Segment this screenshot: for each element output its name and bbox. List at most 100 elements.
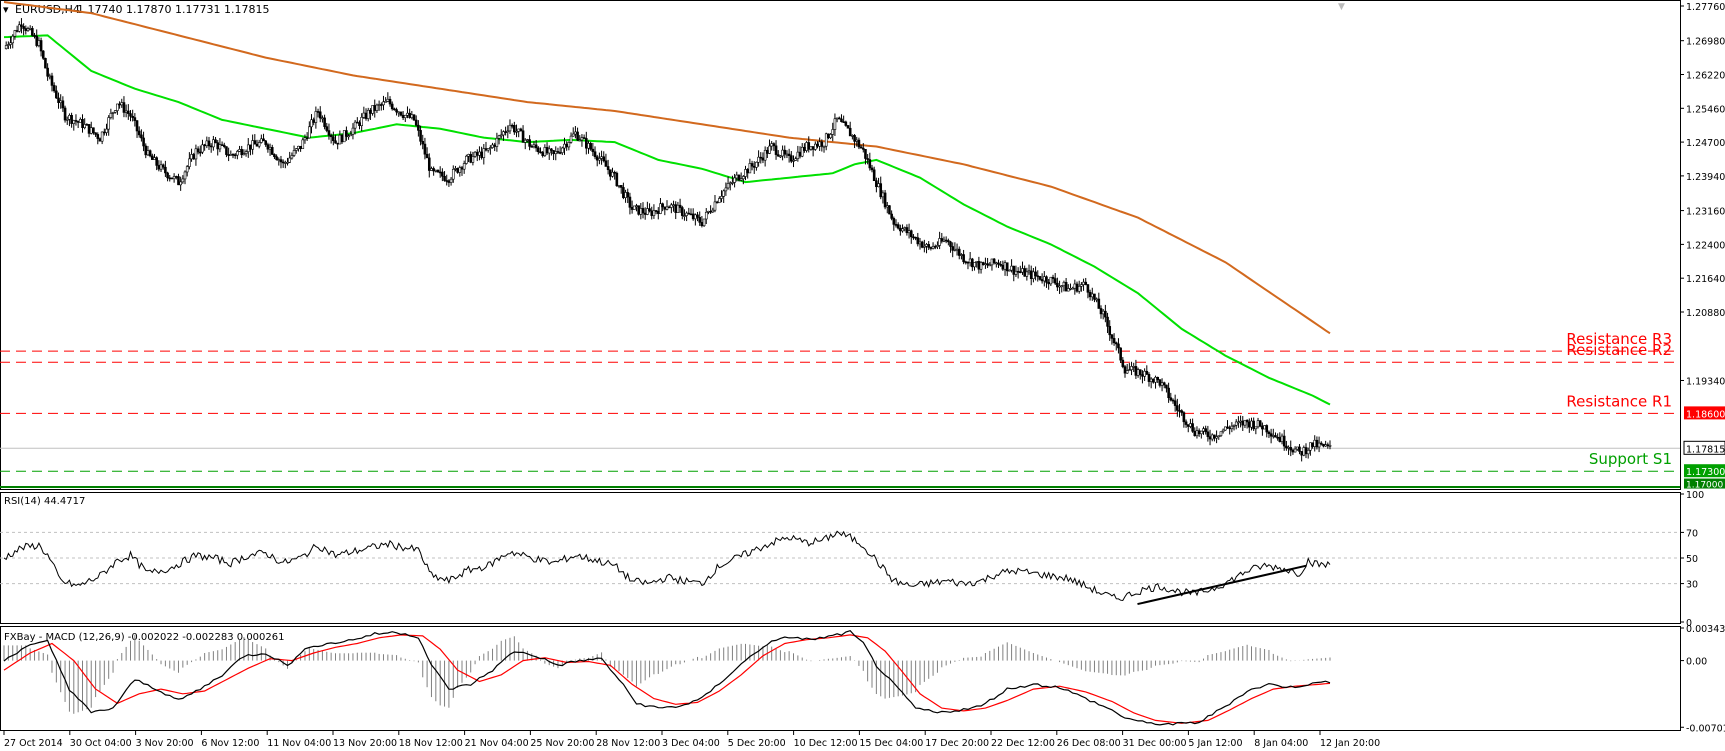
price-tick-label: 1.27760	[1686, 2, 1725, 13]
candle-body	[1322, 443, 1325, 447]
candle-body	[1106, 316, 1109, 327]
candle-body	[113, 110, 117, 113]
candle-body	[196, 148, 200, 153]
candle-body	[661, 203, 664, 208]
candle-body	[685, 212, 688, 216]
time-axis: 27 Oct 2014 30 Oct 04:00 3 Nov 20:00 6 Nov …	[3, 731, 1380, 749]
candle-body	[585, 138, 588, 149]
candle-body	[1117, 343, 1120, 349]
candle-body	[432, 168, 435, 172]
time-tick-label: 10 Dec 12:00	[794, 738, 858, 749]
candle-body	[203, 144, 206, 147]
candle-body	[1282, 435, 1286, 447]
candle-body	[639, 208, 643, 215]
price-tag	[1684, 406, 1725, 420]
candle-body	[484, 148, 488, 151]
candle-body	[761, 157, 765, 161]
candle-body	[1019, 271, 1022, 273]
candle-body	[1003, 262, 1007, 270]
candle-body	[1042, 276, 1046, 282]
candle-body	[253, 140, 257, 145]
shift-marker-icon[interactable]: ▼	[1338, 2, 1345, 12]
candle-body	[1204, 428, 1207, 433]
candle-body	[473, 151, 477, 157]
candle-body	[1293, 448, 1297, 453]
candle-body	[916, 237, 920, 245]
candle-body	[24, 28, 28, 31]
candle-body	[35, 35, 39, 46]
candle-body	[1326, 444, 1330, 447]
candle-body	[1064, 281, 1068, 292]
candle-body	[161, 164, 165, 168]
candle-body	[1136, 369, 1140, 376]
candle-body	[434, 169, 438, 172]
candle-body	[1167, 387, 1170, 399]
candle-body	[419, 130, 422, 142]
candle-body	[822, 145, 826, 148]
collapse-triangle-icon[interactable]: ▾	[3, 3, 9, 16]
candle-body	[1027, 270, 1031, 273]
candle-body	[814, 143, 817, 150]
candle-body	[558, 152, 562, 154]
candle-body	[1097, 298, 1101, 309]
candle-body	[870, 167, 874, 171]
candle-body	[947, 240, 950, 243]
candle-body	[349, 134, 353, 137]
candle-body	[914, 236, 917, 239]
candle-body	[905, 227, 909, 234]
candle-body	[286, 161, 289, 164]
candle-body	[44, 58, 47, 69]
candle-body	[722, 190, 726, 197]
candle-body	[22, 26, 25, 29]
candle-body	[31, 28, 34, 36]
candle-body	[698, 217, 702, 223]
candle-body	[4, 45, 8, 49]
candle-body	[977, 261, 981, 270]
candle-body	[401, 114, 405, 119]
candle-body	[303, 137, 307, 141]
candle-body	[561, 147, 564, 153]
candle-body	[517, 128, 520, 132]
candle-body	[26, 28, 30, 31]
candle-body	[576, 131, 579, 141]
candle-body	[1008, 269, 1011, 272]
candle-body	[170, 177, 174, 180]
candle-body	[855, 139, 859, 142]
time-tick-label: 15 Dec 04:00	[859, 738, 923, 749]
candle-body	[600, 156, 603, 159]
candle-body	[1217, 435, 1221, 438]
candle-body	[1219, 431, 1223, 437]
candle-body	[619, 185, 623, 188]
candle-body	[888, 205, 891, 215]
candle-body	[1230, 425, 1234, 430]
candle-body	[454, 168, 457, 170]
candle-body	[543, 147, 547, 156]
candle-body	[718, 198, 721, 203]
candle-body	[462, 163, 466, 170]
candle-body	[299, 145, 302, 149]
candle-body	[297, 145, 300, 150]
candle-body	[362, 112, 366, 118]
candle-body	[212, 139, 215, 148]
candle-body	[831, 129, 835, 135]
candle-body	[1060, 285, 1064, 288]
candle-body	[824, 133, 828, 147]
candle-body	[606, 166, 610, 171]
candle-body	[1034, 271, 1037, 277]
candle-body	[168, 177, 172, 180]
candle-body	[417, 124, 420, 131]
candle-body	[399, 111, 403, 116]
candle-body	[13, 30, 17, 37]
candle-body	[683, 215, 686, 217]
candle-body	[968, 258, 972, 263]
candle-body	[364, 112, 368, 119]
candle-body	[931, 246, 935, 249]
candle-body	[220, 144, 224, 146]
candle-body	[142, 137, 145, 147]
rsi-tick-label: 30	[1686, 580, 1698, 591]
candle-body	[148, 150, 152, 157]
rsi-pane: RSI(14) 44.4717	[0, 492, 1681, 624]
candle-body	[848, 127, 852, 137]
candle-body	[447, 180, 451, 183]
candle-body	[877, 183, 880, 188]
